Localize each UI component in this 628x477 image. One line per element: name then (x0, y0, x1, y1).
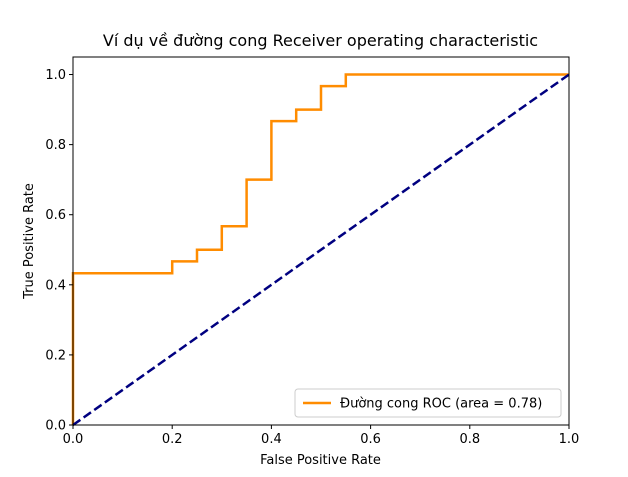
x-tick-label: 0.6 (360, 432, 381, 447)
y-tick-label: 1.0 (45, 68, 66, 83)
y-axis-label: True Positive Rate (22, 183, 37, 300)
roc-curve-line (71, 73, 569, 425)
x-axis-label: False Positive Rate (260, 453, 381, 468)
axes-frame (72, 56, 570, 426)
y-tick-label: 0.0 (45, 419, 66, 434)
y-tick-label: 0.2 (45, 348, 66, 363)
y-tick-label: 0.4 (45, 278, 66, 293)
chart-title: Ví dụ về đường cong Receiver operating c… (103, 31, 538, 50)
legend-label: Đường cong ROC (area = 0.78) (340, 397, 542, 412)
y-tick-label: 0.8 (45, 138, 66, 153)
x-tick-label: 0.2 (162, 432, 183, 447)
x-tick-label: 0.8 (459, 432, 480, 447)
diagonal-reference-line (72, 73, 570, 427)
x-tick-label: 0.0 (63, 432, 84, 447)
x-tick-label: 1.0 (559, 432, 580, 447)
x-tick-label: 0.4 (261, 432, 282, 447)
legend-box (294, 388, 562, 418)
plot-background (73, 57, 569, 425)
y-tick-label: 0.6 (45, 208, 66, 223)
